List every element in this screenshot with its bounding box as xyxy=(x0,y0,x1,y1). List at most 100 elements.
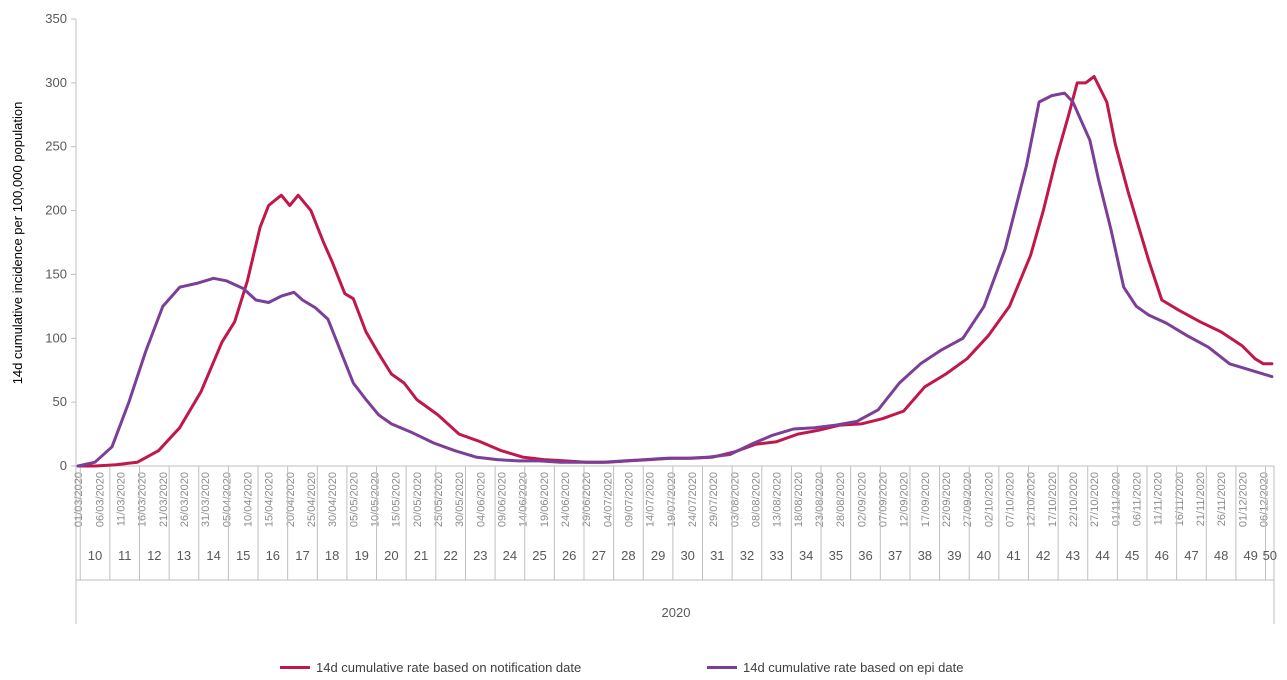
week-label: 22 xyxy=(443,548,457,563)
x-tick-label: 26/03/2020 xyxy=(179,472,191,527)
x-tick-label: 11/03/2020 xyxy=(115,472,127,526)
week-label: 29 xyxy=(651,548,665,563)
y-tick-label: 200 xyxy=(45,203,67,218)
week-label: 42 xyxy=(1036,548,1050,563)
x-tick-label: 27/10/2020 xyxy=(1089,472,1101,527)
y-tick-label: 350 xyxy=(45,11,67,26)
series-lines xyxy=(76,75,1274,468)
x-tick-label: 14/06/2020 xyxy=(518,472,530,527)
x-tick-label: 06/03/2020 xyxy=(94,472,106,527)
x-tick-label: 23/08/2020 xyxy=(814,472,826,527)
x-tick-label: 09/06/2020 xyxy=(496,472,508,527)
y-tick-label: 150 xyxy=(45,266,67,281)
week-label: 20 xyxy=(384,548,398,563)
x-tick-label: 01/03/2020 xyxy=(73,472,85,527)
x-tick-label: 25/05/2020 xyxy=(433,472,445,527)
x-tick-label: 29/07/2020 xyxy=(708,472,720,527)
x-tick-label: 18/08/2020 xyxy=(793,472,805,527)
week-label: 11 xyxy=(118,548,132,563)
week-label: 48 xyxy=(1214,548,1228,563)
x-tick-label: 29/06/2020 xyxy=(581,472,593,527)
week-label: 14 xyxy=(206,548,220,563)
x-tick-label: 22/09/2020 xyxy=(941,472,953,527)
x-tick-label: 27/09/2020 xyxy=(962,472,974,527)
week-label: 26 xyxy=(562,548,576,563)
x-tick-label: 06/11/2020 xyxy=(1131,472,1143,526)
week-label: 47 xyxy=(1184,548,1198,563)
x-tick-label: 16/03/2020 xyxy=(137,472,149,527)
series-line-notification-date xyxy=(76,75,1274,468)
x-tick-label: 02/10/2020 xyxy=(983,472,995,527)
x-tick-label: 07/10/2020 xyxy=(1004,472,1016,527)
week-label: 37 xyxy=(888,548,902,563)
x-tick-label: 21/03/2020 xyxy=(158,472,170,527)
year-label: 2020 xyxy=(662,605,691,620)
x-tick-label: 20/05/2020 xyxy=(412,472,424,527)
week-label: 43 xyxy=(1066,548,1080,563)
legend-label-epi: 14d cumulative rate based on epi date xyxy=(743,660,964,675)
x-tick-label: 15/05/2020 xyxy=(391,472,403,527)
legend: 14d cumulative rate based on notificatio… xyxy=(0,660,1287,680)
x-tick-label: 19/07/2020 xyxy=(666,472,678,527)
x-tick-label: 10/04/2020 xyxy=(242,472,254,527)
week-label: 35 xyxy=(829,548,843,563)
x-tick-label: 24/07/2020 xyxy=(687,472,699,527)
legend-swatch-notification xyxy=(280,666,310,669)
x-tick-label: 28/08/2020 xyxy=(835,472,847,527)
x-tick-label: 25/04/2020 xyxy=(306,472,318,527)
x-tick-label: 17/09/2020 xyxy=(920,472,932,527)
x-tick-label: 02/09/2020 xyxy=(856,472,868,527)
week-label: 17 xyxy=(295,548,309,563)
x-tick-label: 24/06/2020 xyxy=(560,472,572,527)
legend-swatch-epi xyxy=(707,666,737,669)
x-tick-label: 04/07/2020 xyxy=(602,472,614,527)
week-label: 46 xyxy=(1155,548,1169,563)
x-tick-label: 14/07/2020 xyxy=(645,472,657,527)
week-label: 21 xyxy=(414,548,428,563)
week-label: 49 xyxy=(1243,548,1257,563)
x-tick-label: 06/12/2020 xyxy=(1258,472,1270,527)
x-tick-label: 21/11/2020 xyxy=(1195,472,1207,526)
series-line-epi-date xyxy=(76,91,1274,468)
x-tick-label: 09/07/2020 xyxy=(623,472,635,527)
legend-item-epi: 14d cumulative rate based on epi date xyxy=(707,660,963,675)
week-label: 19 xyxy=(354,548,368,563)
week-label: 13 xyxy=(177,548,191,563)
x-tick-label: 01/12/2020 xyxy=(1237,472,1249,527)
week-label: 36 xyxy=(858,548,872,563)
week-label: 39 xyxy=(947,548,961,563)
week-label: 31 xyxy=(710,548,724,563)
x-tick-label: 07/09/2020 xyxy=(877,472,889,527)
y-tick-label: 50 xyxy=(53,394,67,409)
week-label: 23 xyxy=(473,548,487,563)
x-tick-label: 16/11/2020 xyxy=(1174,472,1186,526)
x-tick-label: 30/04/2020 xyxy=(327,472,339,527)
y-tick-label: 0 xyxy=(60,458,67,473)
week-label: 27 xyxy=(592,548,606,563)
x-axis: 01/03/2020 06/03/2020 11/03/2020 16/03/2020… xyxy=(73,465,1277,624)
week-label: 18 xyxy=(325,548,339,563)
x-tick-label: 31/03/2020 xyxy=(200,472,212,527)
x-tick-label: 26/11/2020 xyxy=(1216,472,1228,526)
x-tick-label: 30/05/2020 xyxy=(454,472,466,527)
x-tick-label: 03/08/2020 xyxy=(729,472,741,527)
x-tick-label: 20/04/2020 xyxy=(285,472,297,527)
week-label: 44 xyxy=(1095,548,1109,563)
week-label: 32 xyxy=(740,548,754,563)
week-label: 41 xyxy=(1006,548,1020,563)
legend-label-notification: 14d cumulative rate based on notificatio… xyxy=(316,660,582,675)
week-label: 38 xyxy=(918,548,932,563)
week-label: 40 xyxy=(977,548,991,563)
week-label: 15 xyxy=(236,548,250,563)
y-axis: 0 50 100 150 200 250 300 350 xyxy=(45,11,77,624)
legend-item-notification: 14d cumulative rate based on notificatio… xyxy=(280,660,581,675)
week-label: 28 xyxy=(621,548,635,563)
y-axis-label: 14d cumulative incidence per 100,000 pop… xyxy=(10,102,25,385)
x-tick-label: 04/06/2020 xyxy=(475,472,487,527)
x-tick-label: 12/10/2020 xyxy=(1026,472,1038,527)
week-label: 34 xyxy=(799,548,813,563)
x-tick-label: 01/11/2020 xyxy=(1110,472,1122,526)
week-label: 10 xyxy=(88,548,102,563)
x-tick-label: 13/08/2020 xyxy=(772,472,784,527)
week-label: 16 xyxy=(266,548,280,563)
